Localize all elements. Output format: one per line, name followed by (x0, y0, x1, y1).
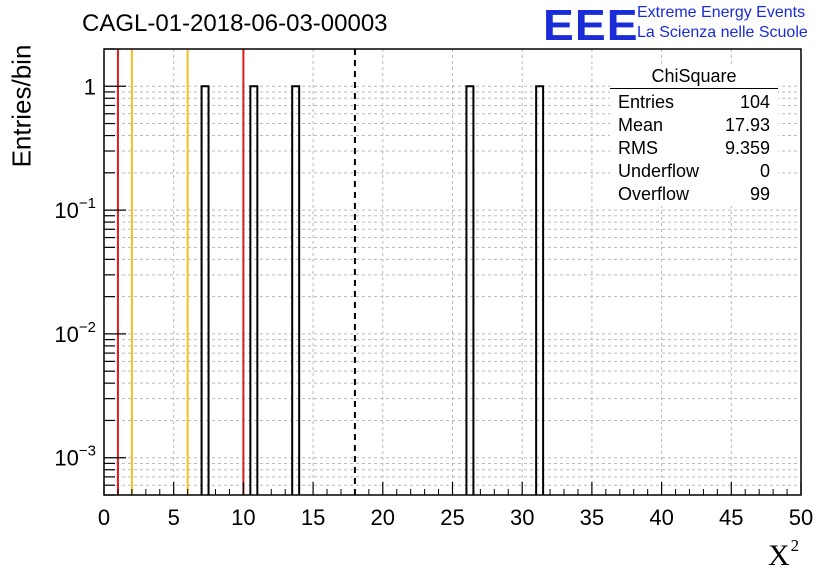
x-tick-label: 45 (719, 505, 743, 530)
x-tick-labels: 0 5 10 15 20 25 30 35 40 45 50 (98, 505, 813, 530)
y-tick-label: 1 (84, 74, 96, 99)
histogram-bar (200, 85, 210, 495)
x-tick-label: 40 (649, 505, 673, 530)
stats-value: 9.359 (724, 138, 770, 158)
x-tick-label: 35 (580, 505, 604, 530)
x-axis-label-base: X (768, 539, 790, 572)
y-tick-label: 10−3 (54, 443, 96, 471)
stats-row-mean: Mean 17.93 (610, 114, 778, 137)
stats-row-rms: RMS 9.359 (610, 137, 778, 160)
stats-row-overflow: Overflow 99 (610, 183, 778, 206)
histogram-bar (535, 85, 545, 495)
stats-value: 0 (759, 161, 770, 181)
histogram-bars (200, 85, 545, 495)
stats-label: Underflow (618, 161, 700, 181)
stats-value: 99 (749, 184, 770, 204)
chart-title: CAGL-01-2018-06-03-00003 (82, 10, 388, 37)
histogram-bar (249, 85, 259, 495)
eee-logo: EEE (543, 1, 639, 50)
y-tick-label: 10−2 (54, 319, 96, 347)
x-tick-label: 50 (789, 505, 813, 530)
stats-value: 17.93 (724, 115, 770, 135)
x-axis-label: X2 (768, 536, 799, 573)
x-tick-label: 25 (440, 505, 464, 530)
stats-value: 104 (739, 92, 770, 112)
x-tick-label: 30 (510, 505, 534, 530)
x-axis-label-superscript: 2 (790, 536, 800, 555)
stats-title: ChiSquare (610, 66, 778, 89)
grid-lines (104, 48, 801, 496)
y-tick-labels: 1 10−1 10−2 10−3 (54, 74, 96, 470)
threshold-lines (116, 49, 356, 495)
stats-label: RMS (618, 138, 658, 158)
stats-label: Mean (618, 115, 664, 135)
x-tick-label: 0 (98, 505, 110, 530)
axis-ticks (103, 48, 802, 496)
x-tick-label: 10 (231, 505, 255, 530)
histogram-bar (465, 85, 475, 495)
histogram-bar (291, 85, 301, 495)
x-tick-label: 20 (371, 505, 395, 530)
stats-label: Overflow (618, 184, 690, 204)
y-axis-label: Entries/bin (6, 44, 37, 168)
stats-box: ChiSquare Entries 104 Mean 17.93 RMS 9.359 … (610, 66, 778, 206)
stats-label: Entries (618, 92, 675, 112)
stats-row-underflow: Underflow 0 (610, 160, 778, 183)
stats-row-entries: Entries 104 (610, 91, 778, 114)
logo-line-1: Extreme Energy Events (637, 4, 806, 21)
y-tick-label: 10−1 (54, 195, 96, 223)
x-tick-label: 15 (301, 505, 325, 530)
x-tick-label: 5 (168, 505, 180, 530)
logo-line-2: La Scienza nelle Scuole (637, 24, 808, 41)
